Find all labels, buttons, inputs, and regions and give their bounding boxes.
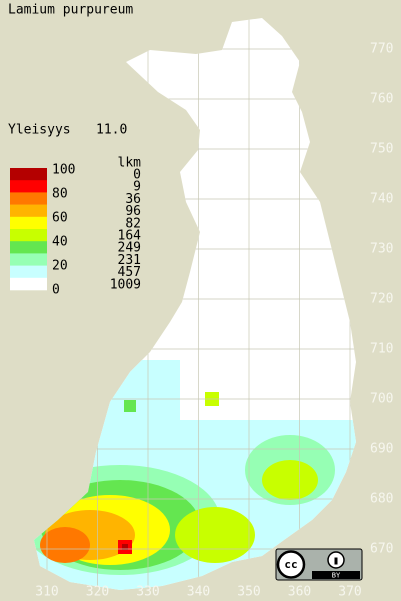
- count-header: lkm: [118, 156, 142, 171]
- northing-label: 760: [370, 92, 393, 107]
- badge-strip: [312, 571, 360, 579]
- class-count: 249: [118, 241, 141, 256]
- northing-label: 690: [370, 442, 393, 457]
- scale-label: 40: [52, 235, 68, 250]
- northing-label: 750: [370, 142, 393, 157]
- legend-swatch: [10, 229, 47, 242]
- northing-label: 710: [370, 342, 393, 357]
- class-count: 164: [118, 229, 142, 244]
- cell-area: [40, 527, 90, 563]
- frequency-value: 11.0: [96, 123, 127, 138]
- northing-label: 700: [370, 392, 393, 407]
- legend-swatch: [10, 168, 47, 181]
- cell-area: [262, 460, 318, 500]
- legend-swatch: [10, 277, 47, 291]
- scale-label: 100: [52, 163, 75, 178]
- northing-label: 670: [370, 542, 393, 557]
- scale-label: 0: [52, 283, 60, 298]
- class-count: 9: [133, 180, 141, 195]
- northing-label: 770: [370, 42, 393, 57]
- northing-label: 680: [370, 492, 393, 507]
- easting-label: 320: [86, 585, 109, 600]
- class-count: 96: [125, 204, 141, 219]
- class-count: 457: [118, 265, 141, 280]
- map-title: Lamium purpureum: [8, 3, 133, 18]
- by-figure: [334, 557, 338, 565]
- license-badge: cc BY: [275, 548, 363, 581]
- scale-label: 80: [52, 187, 68, 202]
- legend-swatch: [10, 204, 47, 218]
- easting-label: 340: [187, 585, 210, 600]
- cc-icon: [276, 550, 306, 579]
- northing-label: 740: [370, 192, 393, 207]
- easting-label: 370: [338, 585, 361, 600]
- cc-text: cc: [284, 558, 297, 571]
- cell-area: [124, 400, 136, 412]
- class-count: 1009: [110, 277, 141, 292]
- northing-label: 720: [370, 292, 393, 307]
- legend-swatch: [10, 265, 47, 279]
- class-count: 82: [125, 216, 141, 231]
- easting-label: 360: [288, 585, 311, 600]
- legend-swatch: [10, 253, 47, 266]
- legend-swatch: [10, 241, 47, 254]
- legend-swatch: [10, 216, 47, 230]
- scale-label: 60: [52, 211, 68, 226]
- by-text: BY: [332, 572, 341, 580]
- class-count: 231: [118, 253, 141, 268]
- class-count: 0: [133, 168, 141, 183]
- easting-label: 350: [237, 585, 260, 600]
- cell-area: [175, 507, 255, 563]
- northing-label: 730: [370, 242, 393, 257]
- easting-label: 310: [35, 585, 58, 600]
- frequency-label: Yleisyys: [8, 123, 71, 138]
- scale-label: 20: [52, 259, 68, 274]
- class-count: 36: [125, 192, 141, 207]
- easting-label: 330: [136, 585, 159, 600]
- legend-swatch: [10, 180, 47, 193]
- legend-swatch: [10, 192, 47, 205]
- cell-area: [122, 544, 128, 550]
